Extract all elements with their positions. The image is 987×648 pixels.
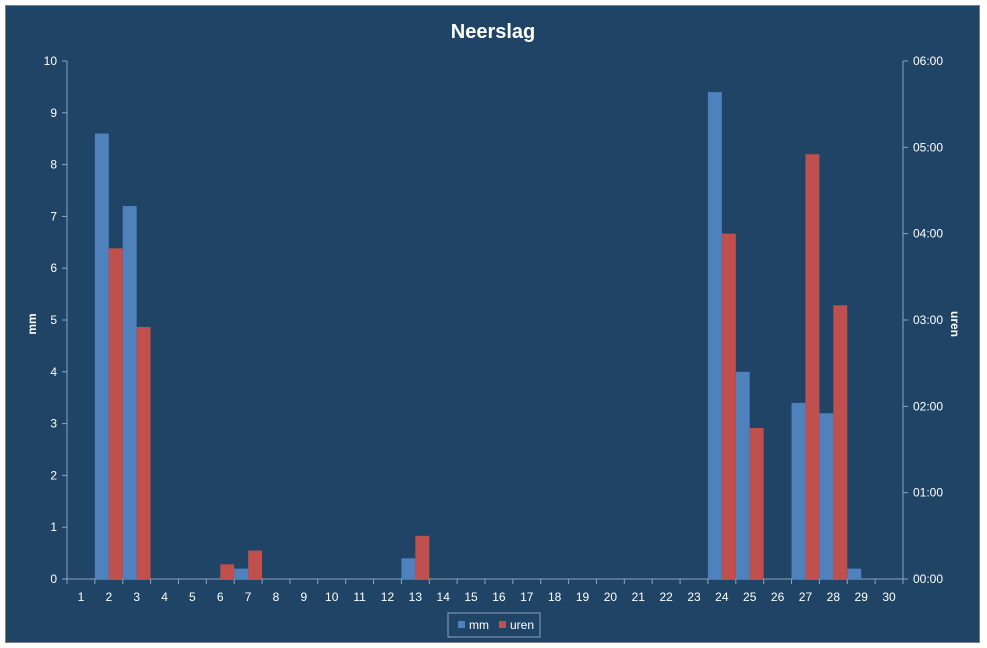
x-tick-label: 29 xyxy=(855,590,869,604)
chart-title: Neerslag xyxy=(451,21,536,43)
x-tick-label: 30 xyxy=(882,590,896,604)
y-tick-label: 6 xyxy=(50,261,57,275)
bar-uren xyxy=(749,427,764,579)
x-tick-label: 5 xyxy=(189,590,196,604)
x-tick-label: 28 xyxy=(827,590,841,604)
neerslag-chart: Neerslag 01234567891000:0001:0002:0003:0… xyxy=(25,21,962,638)
x-tick-label: 8 xyxy=(273,590,280,604)
bar-uren xyxy=(108,248,123,580)
y-tick-label: 1 xyxy=(50,520,57,534)
legend-swatch-mm xyxy=(458,621,465,628)
y-tick-label: 0 xyxy=(50,572,57,586)
chart-area: Neerslag 0 1 2 3 4 5 6 7 8 9 10 00:00 01:00 02:00 03:0… xyxy=(5,5,980,643)
legend-label-uren: uren xyxy=(510,618,534,632)
x-tick-label: 19 xyxy=(576,590,590,604)
y2-tick-label: 01:00 xyxy=(913,486,943,500)
y-tick-label: 2 xyxy=(50,468,57,482)
x-tick-label: 13 xyxy=(409,590,423,604)
y-axis-title: mm xyxy=(25,313,39,334)
x-tick-label: 20 xyxy=(604,590,618,604)
y-tick-label: 4 xyxy=(50,365,57,379)
x-tick-label: 10 xyxy=(325,590,339,604)
y-tick-label: 10 xyxy=(44,54,58,68)
y-tick-label: 5 xyxy=(50,313,57,327)
x-tick-label: 14 xyxy=(437,590,451,604)
x-tick-label: 16 xyxy=(492,590,506,604)
bar-uren xyxy=(721,233,736,579)
x-tick-label: 6 xyxy=(217,590,224,604)
bar-uren xyxy=(220,564,235,579)
legend-swatch-uren xyxy=(499,621,506,628)
bar-mm xyxy=(735,371,750,579)
y-tick-label: 9 xyxy=(50,106,57,120)
bar-mm xyxy=(791,402,806,579)
bar-mm xyxy=(707,92,722,579)
x-tick-label: 9 xyxy=(301,590,308,604)
x-tick-label: 15 xyxy=(464,590,478,604)
x-tick-label: 23 xyxy=(687,590,701,604)
bar-uren xyxy=(833,305,848,579)
y2-tick-label: 02:00 xyxy=(913,399,943,413)
x-tick-label: 2 xyxy=(105,590,112,604)
y-tick-label: 8 xyxy=(50,158,57,172)
x-tick-label: 1 xyxy=(78,590,85,604)
bar-mm xyxy=(847,568,862,579)
x-tick-label: 17 xyxy=(520,590,534,604)
legend: mm uren xyxy=(447,612,541,638)
x-tick-label: 7 xyxy=(245,590,252,604)
x-tick-label: 27 xyxy=(799,590,813,604)
bar-mm xyxy=(234,568,249,579)
tick-labels: 01234567891000:0001:0002:0003:0004:0005:… xyxy=(44,54,944,604)
x-tick-label: 26 xyxy=(771,590,785,604)
legend-box xyxy=(447,612,541,638)
bar-mm xyxy=(401,558,416,579)
bar-uren xyxy=(805,154,820,580)
bar-uren xyxy=(415,535,430,579)
axes xyxy=(62,60,908,584)
x-tick-label: 18 xyxy=(548,590,562,604)
y2-tick-label: 05:00 xyxy=(913,140,943,154)
x-tick-label: 25 xyxy=(743,590,757,604)
y-tick-label: 7 xyxy=(50,209,57,223)
x-tick-label: 24 xyxy=(715,590,729,604)
bar-mm xyxy=(819,413,834,579)
x-tick-label: 3 xyxy=(133,590,140,604)
y2-tick-label: 06:00 xyxy=(913,54,943,68)
bar-uren xyxy=(248,550,263,579)
x-tick-label: 22 xyxy=(659,590,673,604)
legend-label-mm: mm xyxy=(469,618,489,632)
x-tick-label: 12 xyxy=(381,590,395,604)
bars xyxy=(94,92,862,580)
y2-tick-label: 03:00 xyxy=(913,313,943,327)
y2-tick-label: 00:00 xyxy=(913,572,943,586)
bar-mm xyxy=(122,206,137,580)
x-tick-label: 21 xyxy=(632,590,646,604)
bar-uren xyxy=(136,326,151,579)
bar-mm xyxy=(94,133,109,579)
y2-tick-label: 04:00 xyxy=(913,227,943,241)
y2-axis-title: uren xyxy=(948,311,962,337)
y-tick-label: 3 xyxy=(50,417,57,431)
x-tick-label: 4 xyxy=(161,590,168,604)
x-tick-label: 11 xyxy=(353,590,366,604)
